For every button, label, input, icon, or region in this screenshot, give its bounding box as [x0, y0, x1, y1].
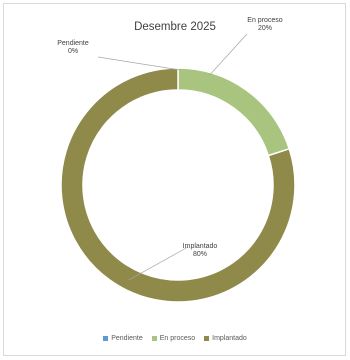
legend-swatch: [103, 336, 109, 341]
legend-swatch: [204, 336, 210, 341]
legend-label: Pendiente: [111, 335, 143, 342]
data-label-name: En proceso: [247, 17, 283, 24]
chart-title: Desembre 2025: [134, 21, 216, 33]
legend-item-pendiente: Pendiente: [103, 335, 143, 342]
donut-slice-implantado: [60, 67, 296, 303]
chart-legend: Pendiente En proceso Implantado: [0, 335, 350, 342]
data-label-implantado: Implantado 80%: [183, 243, 218, 259]
leader-line-implantado: [128, 246, 189, 281]
data-label-en-proceso: En proceso 20%: [247, 17, 282, 33]
data-label-pendiente: Pendiente 0%: [57, 40, 89, 56]
data-label-name: Pendiente: [57, 40, 89, 47]
legend-swatch: [151, 336, 157, 341]
legend-item-en-proceso: En proceso: [151, 335, 196, 342]
data-label-value: 20%: [257, 25, 273, 32]
data-label-name: Implantado: [182, 243, 218, 250]
leader-line-pendiente: [97, 56, 181, 71]
data-label-value: 0%: [67, 48, 79, 55]
legend-label: Implantado: [212, 335, 247, 342]
donut-slice-en-proceso: [177, 67, 291, 157]
leader-line-en-proceso: [209, 33, 248, 76]
legend-item-implantado: Implantado: [204, 335, 247, 342]
data-label-value: 80%: [192, 251, 208, 258]
legend-label: En proceso: [159, 335, 196, 342]
